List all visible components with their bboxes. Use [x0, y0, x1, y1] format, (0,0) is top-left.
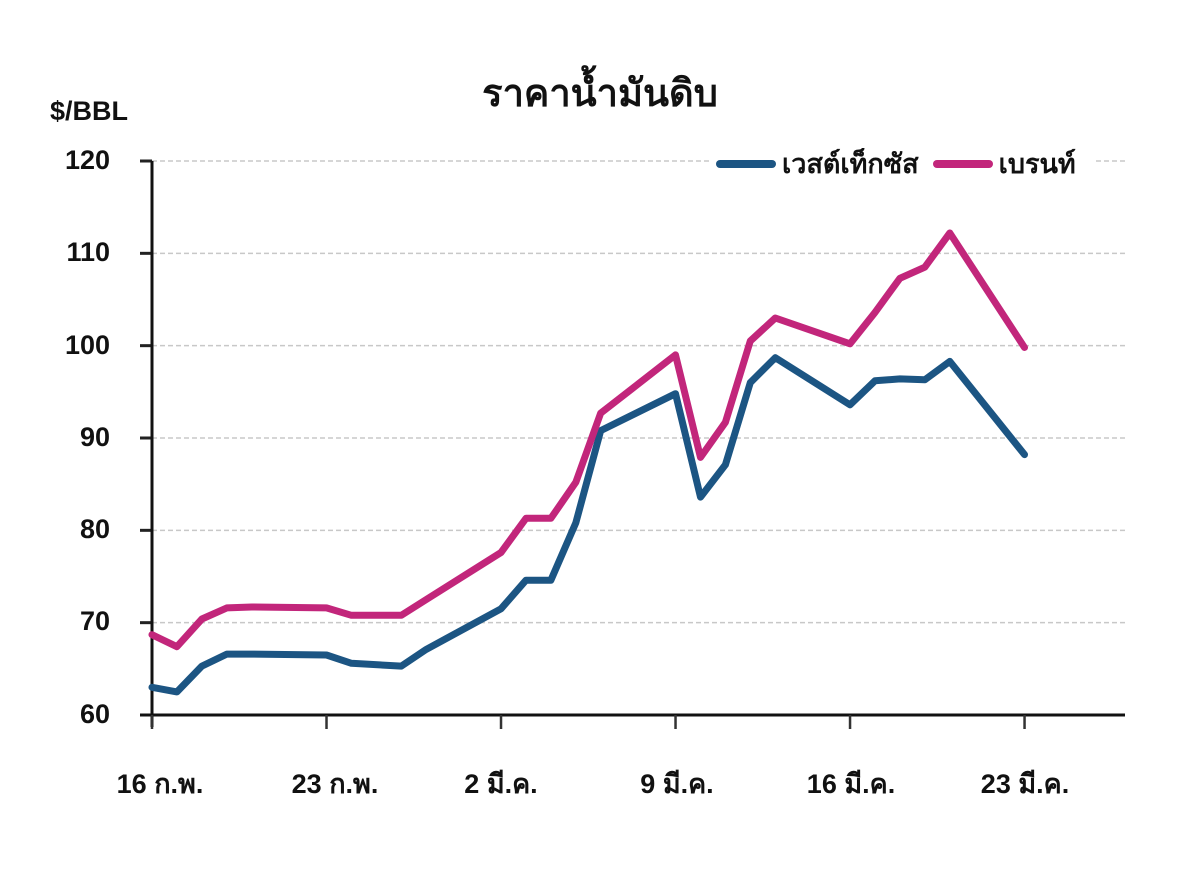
chart-title: ราคาน้ำมันดิบ: [482, 73, 718, 115]
x-tick-label: 16 มี.ค.: [806, 769, 896, 799]
y-tick-label: 70: [79, 606, 110, 636]
y-tick-label: 110: [66, 237, 110, 267]
legend: เวสต์เท็กซัส เบรนท์: [712, 142, 1094, 185]
y-tick-label: 90: [79, 422, 110, 452]
y-axis-unit: $/BBL: [50, 96, 129, 126]
x-tick-label: 9 มี.ค.: [640, 769, 714, 799]
x-tick-label: 23 ก.พ.: [291, 769, 379, 799]
x-tick-label: 23 มี.ค.: [980, 769, 1070, 799]
x-tick-label: 2 มี.ค.: [464, 769, 538, 799]
y-tick-label: 120: [64, 145, 110, 175]
y-tick-label: 100: [64, 330, 110, 360]
legend-label-brent: เบรนท์: [998, 149, 1076, 179]
series-line: [148, 229, 1028, 651]
wti-swatch-icon: [716, 159, 776, 168]
series-line: [148, 354, 1028, 696]
y-tick-label: 80: [79, 514, 110, 544]
legend-item-brent: เบรนท์: [932, 142, 1076, 185]
y-tick-label: 60: [79, 699, 110, 729]
legend-item-wti: เวสต์เท็กซัส: [716, 142, 919, 185]
brent-swatch-icon: [932, 159, 993, 168]
legend-label-wti: เวสต์เท็กซัส: [782, 149, 919, 179]
x-tick-label: 16 ก.พ.: [116, 769, 204, 799]
